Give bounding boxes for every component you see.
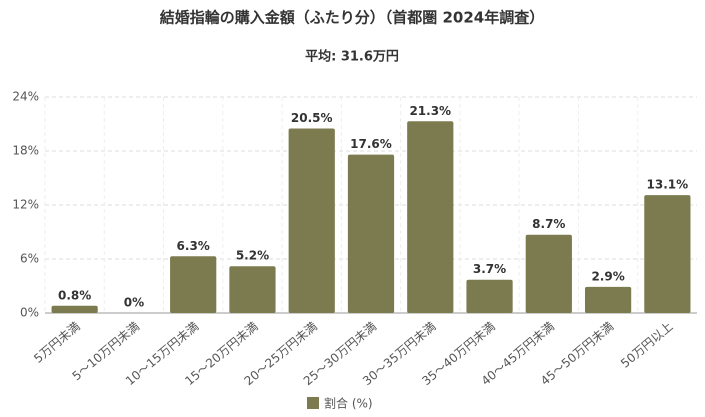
- value-label: 0.8%: [58, 288, 91, 302]
- bar: [584, 286, 632, 313]
- y-tick-label: 0%: [20, 306, 39, 320]
- value-label: 13.1%: [647, 178, 689, 192]
- value-label: 8.7%: [532, 217, 565, 231]
- value-label: 0%: [124, 296, 144, 310]
- x-tick-label: 5万円未満: [31, 319, 83, 365]
- legend-swatch: [307, 397, 319, 409]
- chart-title: 結婚指輪の購入金額（ふたり分）（首都圏 2024年調査）: [160, 9, 544, 27]
- y-tick-label: 24%: [12, 90, 39, 104]
- value-label: 3.7%: [473, 262, 506, 276]
- value-label: 2.9%: [591, 269, 624, 283]
- value-label: 17.6%: [350, 137, 392, 151]
- bar: [51, 305, 98, 313]
- bar: [525, 234, 572, 313]
- bar: [407, 121, 454, 313]
- bar: [466, 279, 513, 313]
- bar: [170, 256, 217, 313]
- bar: [288, 128, 335, 313]
- value-label: 21.3%: [409, 104, 451, 118]
- y-tick-label: 18%: [12, 144, 39, 158]
- value-label: 20.5%: [291, 111, 333, 125]
- x-tick-label: 50万円以上: [618, 319, 675, 370]
- y-tick-label: 6%: [20, 252, 39, 266]
- bar: [644, 195, 691, 313]
- value-label: 5.2%: [236, 249, 269, 263]
- legend-label: 割合 (%): [324, 396, 373, 411]
- chart-subtitle: 平均: 31.6万円: [305, 49, 399, 65]
- bar: [347, 154, 395, 313]
- value-label: 6.3%: [177, 239, 210, 253]
- y-tick-label: 12%: [12, 198, 39, 212]
- bar: [229, 266, 276, 313]
